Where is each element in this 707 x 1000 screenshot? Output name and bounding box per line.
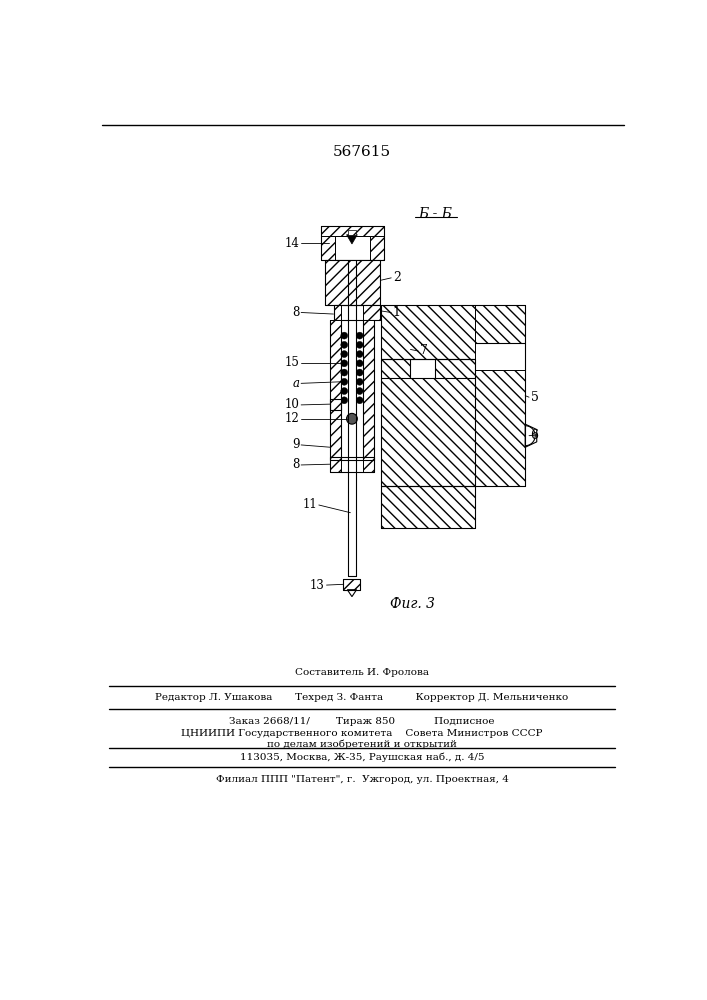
- Circle shape: [356, 388, 363, 395]
- Polygon shape: [330, 320, 341, 460]
- Polygon shape: [334, 305, 341, 320]
- Polygon shape: [381, 486, 475, 528]
- Polygon shape: [381, 305, 475, 359]
- Polygon shape: [381, 359, 411, 378]
- Text: по делам изобретений и открытий: по делам изобретений и открытий: [267, 740, 457, 749]
- Circle shape: [356, 369, 363, 376]
- Text: 8: 8: [292, 306, 300, 319]
- Polygon shape: [525, 424, 537, 447]
- Circle shape: [341, 378, 348, 385]
- Polygon shape: [381, 378, 475, 486]
- Circle shape: [356, 397, 363, 404]
- Text: 2: 2: [393, 271, 401, 284]
- Text: Редактор Л. Ушакова       Техред З. Фанта          Корректор Д. Мельниченко: Редактор Л. Ушакова Техред З. Фанта Корр…: [156, 693, 568, 702]
- Polygon shape: [330, 457, 341, 472]
- Circle shape: [341, 388, 348, 395]
- Circle shape: [346, 413, 357, 424]
- Text: 5: 5: [530, 391, 539, 404]
- Polygon shape: [363, 320, 373, 460]
- Polygon shape: [321, 226, 385, 235]
- Polygon shape: [363, 305, 380, 320]
- Text: 10: 10: [285, 398, 300, 411]
- Circle shape: [356, 351, 363, 358]
- Text: 7: 7: [420, 344, 428, 358]
- Circle shape: [341, 397, 348, 404]
- Text: 13: 13: [310, 579, 325, 592]
- Circle shape: [341, 351, 348, 358]
- Circle shape: [356, 341, 363, 348]
- Text: Филиал ППП "Патент", г.  Ужгород, ул. Проектная, 4: Филиал ППП "Патент", г. Ужгород, ул. Про…: [216, 775, 508, 784]
- Circle shape: [356, 332, 363, 339]
- Text: 567615: 567615: [333, 145, 391, 159]
- Circle shape: [341, 332, 348, 339]
- Polygon shape: [435, 359, 475, 378]
- Circle shape: [341, 341, 348, 348]
- Text: 9: 9: [292, 438, 300, 451]
- Text: 1: 1: [393, 306, 401, 319]
- Text: 12: 12: [285, 412, 300, 425]
- Polygon shape: [344, 579, 361, 590]
- Polygon shape: [475, 370, 525, 486]
- Polygon shape: [363, 457, 373, 472]
- Text: Составитель И. Фролова: Составитель И. Фролова: [295, 668, 429, 677]
- Polygon shape: [321, 226, 335, 260]
- Text: 113035, Москва, Ж-35, Раушская наб., д. 4/5: 113035, Москва, Ж-35, Раушская наб., д. …: [240, 752, 484, 762]
- Text: Фиг. 3: Фиг. 3: [390, 597, 436, 611]
- Text: 14: 14: [285, 237, 300, 250]
- Polygon shape: [348, 230, 356, 235]
- Polygon shape: [475, 305, 525, 343]
- Circle shape: [356, 360, 363, 367]
- Polygon shape: [330, 399, 341, 410]
- Text: 15: 15: [285, 356, 300, 369]
- Polygon shape: [370, 226, 385, 260]
- Text: Б - Б: Б - Б: [418, 207, 452, 221]
- Text: ЦНИИПИ Государственного комитета    Совета Министров СССР: ЦНИИПИ Государственного комитета Совета …: [181, 729, 543, 738]
- Text: 11: 11: [303, 498, 317, 512]
- Text: a: a: [293, 377, 300, 390]
- Text: Заказ 2668/11/        Тираж 850            Подписное: Заказ 2668/11/ Тираж 850 Подписное: [229, 717, 495, 726]
- Polygon shape: [346, 235, 357, 244]
- Polygon shape: [335, 235, 370, 260]
- Circle shape: [341, 369, 348, 376]
- Text: 6: 6: [530, 429, 539, 442]
- Polygon shape: [325, 260, 380, 305]
- Text: 8: 8: [292, 458, 300, 471]
- Circle shape: [341, 360, 348, 367]
- Circle shape: [356, 378, 363, 385]
